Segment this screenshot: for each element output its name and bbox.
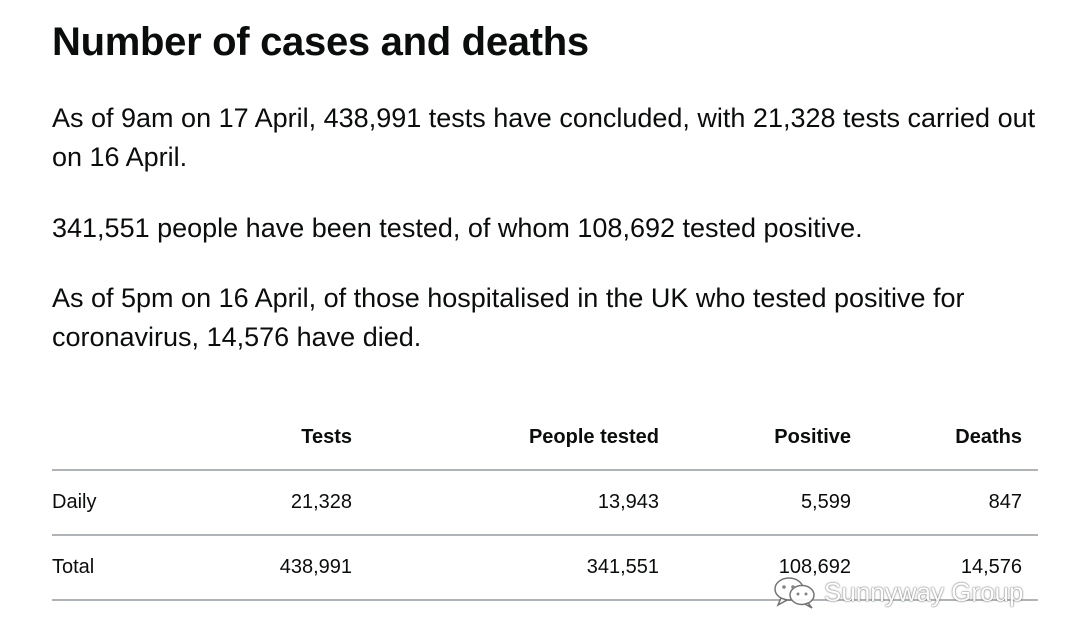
- table-row: Total 438,991 341,551 108,692 14,576: [52, 535, 1038, 601]
- total-positive: 108,692: [659, 535, 851, 601]
- chat-bubbles-icon: [772, 574, 818, 610]
- header-tests: Tests: [192, 405, 352, 471]
- people-tested-paragraph: 341,551 people have been tested, of whom…: [52, 213, 863, 243]
- total-tests: 438,991: [192, 535, 352, 601]
- watermark: Sunnyway Group: [772, 574, 1023, 610]
- header-positive: Positive: [659, 405, 851, 471]
- header-people-tested: People tested: [352, 405, 659, 471]
- page-title: Number of cases and deaths: [52, 20, 589, 64]
- table-header-row: Tests People tested Positive Deaths: [52, 405, 1038, 471]
- watermark-text: Sunnyway Group: [824, 576, 1024, 607]
- total-people-tested: 341,551: [352, 535, 659, 601]
- row-label-daily: Daily: [52, 470, 192, 536]
- total-deaths: 14,576: [851, 535, 1022, 601]
- header-row-label: [52, 405, 192, 471]
- table-row: Daily 21,328 13,943 5,599 847: [52, 470, 1038, 536]
- daily-deaths: 847: [851, 470, 1022, 536]
- deaths-paragraph: As of 5pm on 16 April, of those hospital…: [52, 283, 965, 352]
- row-label-total: Total: [52, 535, 192, 601]
- daily-positive: 5,599: [659, 470, 851, 536]
- daily-people-tested: 13,943: [352, 470, 659, 536]
- daily-tests: 21,328: [192, 470, 352, 536]
- header-deaths: Deaths: [851, 405, 1022, 471]
- tests-summary-paragraph: As of 9am on 17 April, 438,991 tests hav…: [52, 103, 1036, 172]
- cases-table: Tests People tested Positive Deaths Dail…: [52, 405, 1038, 601]
